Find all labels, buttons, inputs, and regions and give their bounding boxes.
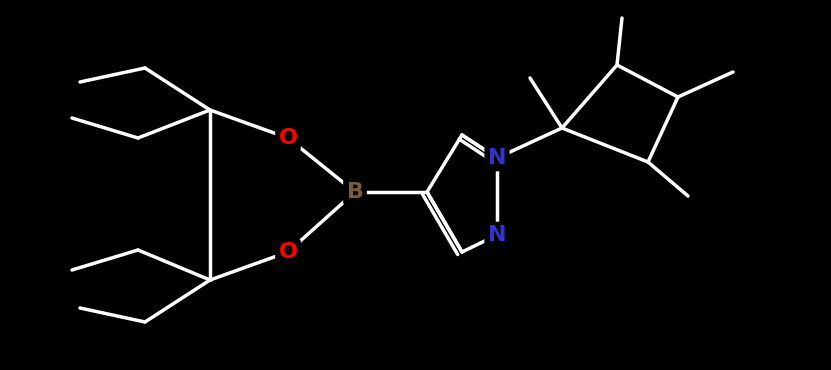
Text: B: B bbox=[347, 182, 363, 202]
Text: O: O bbox=[278, 242, 297, 262]
Text: N: N bbox=[488, 225, 506, 245]
Text: N: N bbox=[488, 148, 506, 168]
Text: O: O bbox=[278, 128, 297, 148]
